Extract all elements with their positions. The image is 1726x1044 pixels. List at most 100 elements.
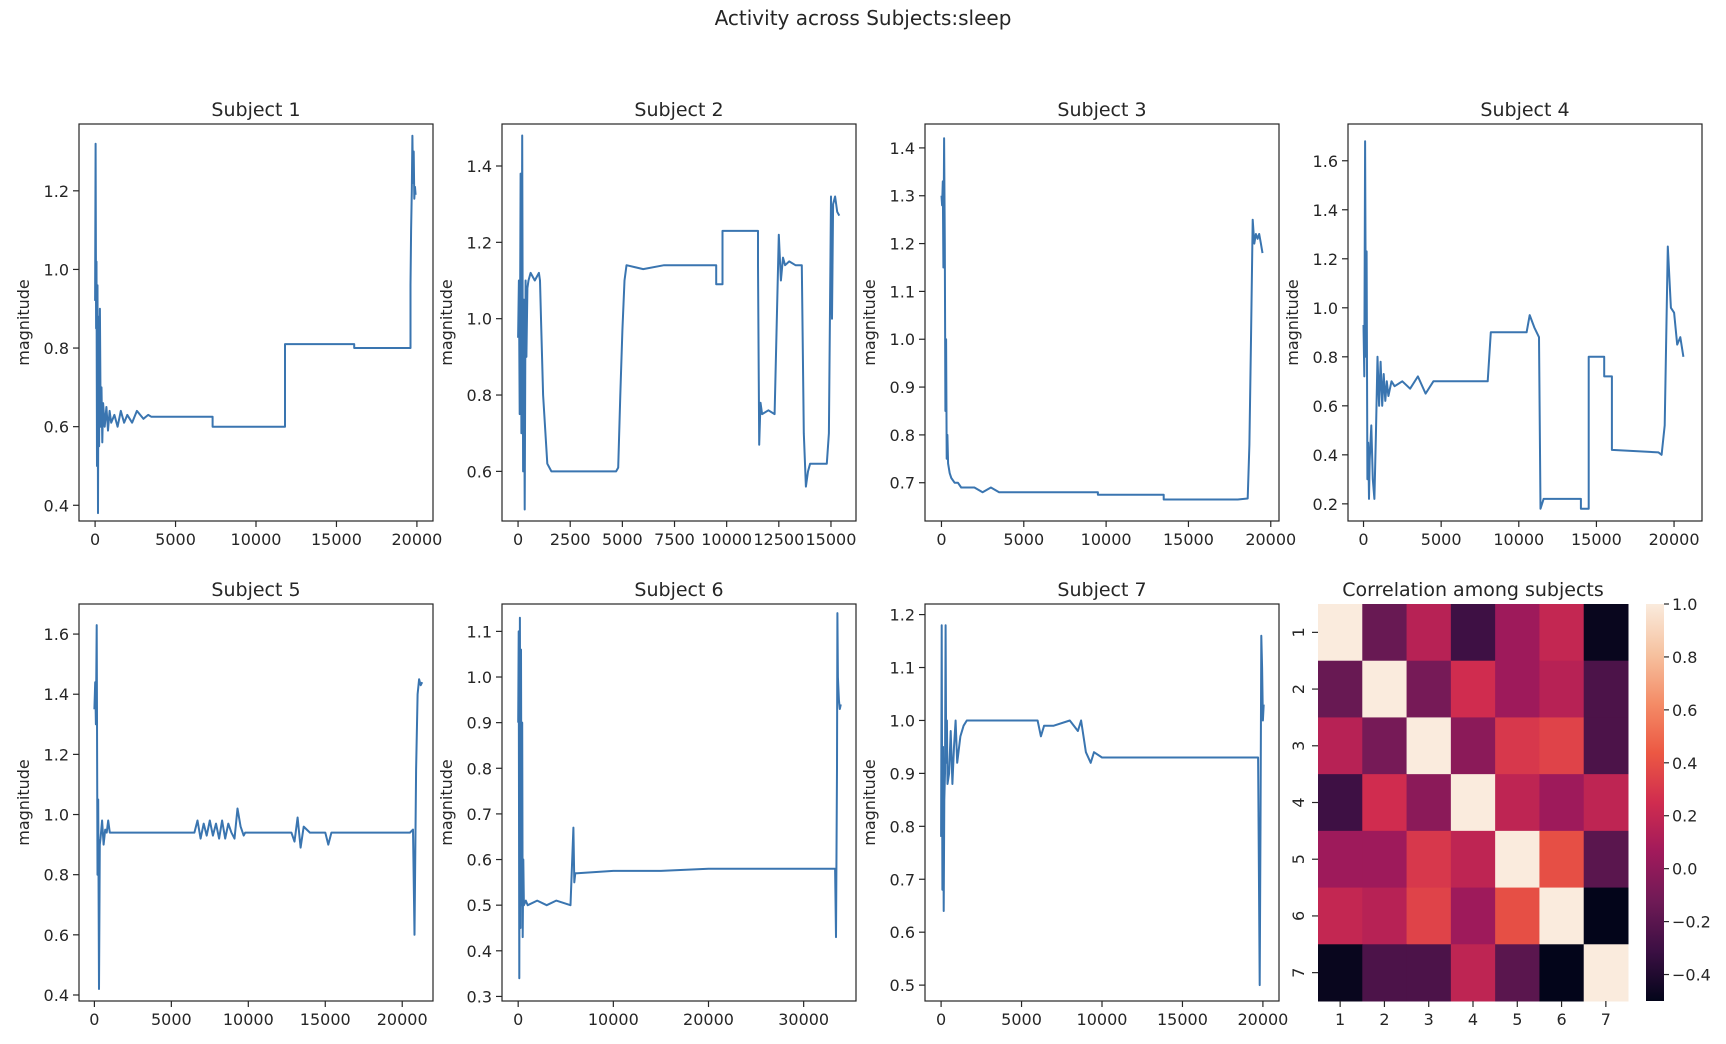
heatmap-cell bbox=[1450, 604, 1496, 662]
heatmap-cell bbox=[1318, 887, 1363, 945]
heatmap-cell bbox=[1583, 717, 1629, 775]
y-tick-label: 5 bbox=[1289, 854, 1308, 864]
y-tick-label: 0.8 bbox=[890, 426, 915, 445]
x-tick-label: 15000 bbox=[311, 530, 362, 549]
subplot-6: 0 10000 20000 30000 0.3 0.4 0.5 0.6 0.7 0.8 0.9 1.0… bbox=[437, 579, 857, 1029]
y-tick-label: 0.7 bbox=[467, 805, 492, 824]
colorbar-tick-label: 0.0 bbox=[1672, 860, 1697, 879]
x-tick-label: 20000 bbox=[391, 530, 442, 549]
heatmap-cell bbox=[1450, 887, 1496, 945]
x-tick-label: 15000 bbox=[1157, 1010, 1208, 1029]
heatmap-cell bbox=[1362, 830, 1408, 889]
x-tick-label: 10000 bbox=[701, 530, 752, 549]
y-tick-label: 0.2 bbox=[1313, 495, 1338, 514]
heatmap-cell bbox=[1539, 887, 1585, 945]
colorbar-tick-label: −0.2 bbox=[1672, 913, 1711, 932]
y-tick-label: 1.2 bbox=[44, 182, 69, 201]
y-tick-label: 1.0 bbox=[1313, 299, 1338, 318]
colorbar-tick-label: 0.2 bbox=[1672, 807, 1697, 826]
heatmap-cell bbox=[1495, 604, 1540, 662]
x-tick-label: 0 bbox=[513, 1010, 523, 1029]
y-tick-label: 1.0 bbox=[44, 260, 69, 279]
subplot-title: Subject 6 bbox=[634, 579, 723, 601]
y-axis-label: magnitude bbox=[14, 759, 33, 846]
y-tick-label: 0.4 bbox=[44, 986, 69, 1005]
subplot-3: 0 5000 10000 15000 20000 0.7 0.8 0.9 1.0 1.1 1.2 1.… bbox=[860, 99, 1296, 549]
x-tick-label: 0 bbox=[89, 1010, 99, 1029]
x-tick-label: 1 bbox=[1335, 1010, 1345, 1029]
heatmap-cell bbox=[1583, 887, 1629, 945]
y-tick-label: 0.8 bbox=[467, 386, 492, 405]
y-tick-label: 0.4 bbox=[1313, 446, 1338, 465]
heatmap-cell bbox=[1539, 660, 1585, 718]
y-tick-label: 1.6 bbox=[44, 625, 69, 644]
series-line bbox=[517, 612, 842, 980]
heatmap-cell bbox=[1450, 774, 1496, 832]
heatmap-cell bbox=[1539, 944, 1585, 1002]
x-tick-label: 5000 bbox=[155, 530, 196, 549]
heatmap-cell bbox=[1362, 717, 1408, 775]
x-tick-label: 10000 bbox=[1077, 1010, 1128, 1029]
axes-frame bbox=[78, 123, 434, 522]
heatmap-cell bbox=[1539, 604, 1585, 662]
x-tick-label: 0 bbox=[936, 1010, 946, 1029]
heatmap-cell bbox=[1318, 660, 1363, 718]
y-tick-label: 1.1 bbox=[890, 282, 915, 301]
y-tick-label: 1.0 bbox=[467, 668, 492, 687]
heatmap-cell bbox=[1318, 944, 1363, 1002]
figure-title: Activity across Subjects:sleep bbox=[715, 6, 1012, 30]
x-tick-label: 5000 bbox=[602, 530, 643, 549]
heatmap-cell bbox=[1318, 774, 1363, 832]
heatmap-cell bbox=[1539, 774, 1585, 832]
subplot-5: 0 5000 10000 15000 20000 0.4 0.6 0.8 1.0 1.2 1.4 1.… bbox=[14, 579, 434, 1029]
heatmap-cell bbox=[1583, 774, 1629, 832]
y-tick-label: 1.3 bbox=[890, 187, 915, 206]
x-tick-label: 20000 bbox=[683, 1010, 734, 1029]
axes-frame bbox=[1347, 123, 1703, 522]
series-line bbox=[93, 624, 424, 990]
subplot-title: Subject 2 bbox=[634, 99, 723, 121]
y-tick-label: 1.1 bbox=[890, 659, 915, 678]
x-tick-label: 20000 bbox=[1245, 530, 1296, 549]
series-line bbox=[940, 624, 1265, 987]
y-tick-label: 1.2 bbox=[467, 233, 492, 252]
heatmap-cell bbox=[1406, 944, 1452, 1002]
x-tick-label: 20000 bbox=[377, 1010, 428, 1029]
x-tick-label: 5000 bbox=[1001, 1010, 1042, 1029]
x-tick-label: 20000 bbox=[1649, 530, 1700, 549]
x-tick-label: 0 bbox=[1358, 530, 1368, 549]
axes-frame bbox=[501, 603, 857, 1002]
y-tick-label: 6 bbox=[1289, 911, 1308, 921]
y-tick-label: 1.2 bbox=[1313, 250, 1338, 269]
x-tick-label: 10000 bbox=[588, 1010, 639, 1029]
subplot-title: Subject 4 bbox=[1480, 99, 1569, 121]
y-tick-label: 1.2 bbox=[890, 235, 915, 254]
y-tick-label: 1.4 bbox=[467, 157, 492, 176]
heatmap-cell bbox=[1450, 717, 1496, 775]
y-tick-label: 1.0 bbox=[44, 806, 69, 825]
x-tick-label: 7 bbox=[1601, 1010, 1611, 1029]
heatmap-cell bbox=[1362, 944, 1408, 1002]
x-tick-label: 5000 bbox=[151, 1010, 192, 1029]
y-tick-label: 0.8 bbox=[467, 759, 492, 778]
x-tick-label: 15000 bbox=[1163, 530, 1214, 549]
y-tick-label: 0.8 bbox=[890, 817, 915, 836]
y-tick-label: 1.0 bbox=[467, 310, 492, 329]
x-tick-label: 10000 bbox=[231, 530, 282, 549]
x-tick-label: 0 bbox=[90, 530, 100, 549]
subplot-title: Subject 3 bbox=[1057, 99, 1146, 121]
y-tick-label: 0.8 bbox=[44, 339, 69, 358]
heatmap-cell bbox=[1495, 717, 1540, 775]
y-tick-label: 1.6 bbox=[1313, 152, 1338, 171]
y-axis-label: magnitude bbox=[437, 759, 456, 846]
y-tick-label: 0.4 bbox=[44, 496, 69, 515]
subplot-title: Subject 5 bbox=[211, 579, 300, 601]
y-axis-label: magnitude bbox=[860, 279, 879, 366]
subplot-1: 0 5000 10000 15000 20000 0.4 0.6 0.8 1.0 1.2 Subje… bbox=[14, 99, 442, 549]
series-line bbox=[517, 134, 841, 511]
x-tick-label: 12500 bbox=[753, 530, 804, 549]
y-tick-label: 0.6 bbox=[890, 923, 915, 942]
y-tick-label: 0.6 bbox=[467, 462, 492, 481]
x-tick-label: 6 bbox=[1556, 1010, 1566, 1029]
